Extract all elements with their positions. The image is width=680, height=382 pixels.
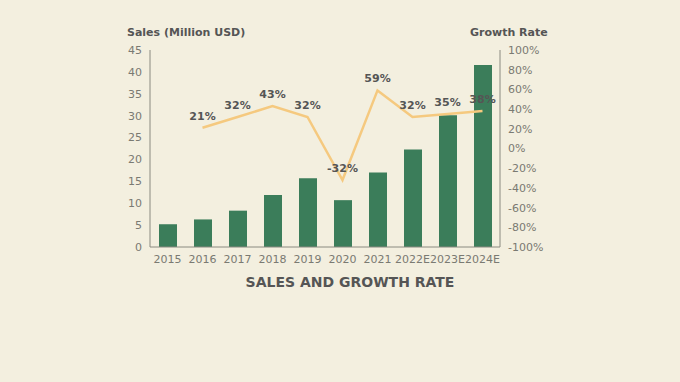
svg-text:35%: 35% — [434, 96, 460, 109]
svg-text:2023E: 2023E — [430, 253, 465, 266]
html-text:Growth Rate: Growth Rate — [470, 26, 548, 39]
svg-text:60%: 60% — [508, 83, 532, 96]
svg-text:32%: 32% — [294, 99, 320, 112]
svg-text:25: 25 — [128, 131, 142, 144]
svg-text:40: 40 — [128, 66, 142, 79]
svg-text:-40%: -40% — [508, 182, 536, 195]
svg-text:32%: 32% — [224, 99, 250, 112]
svg-text:-60%: -60% — [508, 202, 536, 215]
svg-text:-80%: -80% — [508, 221, 536, 234]
svg-text:2024E: 2024E — [465, 253, 500, 266]
svg-text:45: 45 — [128, 44, 142, 57]
svg-text:0%: 0% — [508, 142, 525, 155]
svg-text:2022E: 2022E — [395, 253, 430, 266]
html-text:SALES AND GROWTH RATE: SALES AND GROWTH RATE — [245, 274, 455, 290]
svg-text:32%: 32% — [399, 99, 425, 112]
html-text:Sales (Million USD): Sales (Million USD) — [127, 26, 246, 39]
svg-text:40%: 40% — [508, 103, 532, 116]
svg-text:-32%: -32% — [327, 162, 358, 175]
svg-text:0: 0 — [135, 241, 142, 254]
svg-text:100%: 100% — [508, 44, 539, 57]
svg-text:30: 30 — [128, 110, 142, 123]
svg-text:20%: 20% — [508, 123, 532, 136]
svg-text:2015: 2015 — [154, 253, 182, 266]
svg-text:2019: 2019 — [294, 253, 322, 266]
svg-text:2021: 2021 — [364, 253, 392, 266]
svg-text:-20%: -20% — [508, 162, 536, 175]
svg-text:2016: 2016 — [189, 253, 217, 266]
svg-text:-100%: -100% — [508, 241, 543, 254]
svg-text:59%: 59% — [364, 72, 390, 85]
svg-text:38%: 38% — [469, 93, 495, 106]
svg-text:2020: 2020 — [329, 253, 357, 266]
svg-text:10: 10 — [128, 197, 142, 210]
svg-text:21%: 21% — [189, 110, 215, 123]
svg-text:15: 15 — [128, 175, 142, 188]
svg-text:43%: 43% — [259, 88, 285, 101]
svg-text:35: 35 — [128, 88, 142, 101]
svg-text:5: 5 — [135, 219, 142, 232]
svg-text:2018: 2018 — [259, 253, 287, 266]
svg-text:2017: 2017 — [224, 253, 252, 266]
svg-text:80%: 80% — [508, 64, 532, 77]
svg-text:20: 20 — [128, 153, 142, 166]
